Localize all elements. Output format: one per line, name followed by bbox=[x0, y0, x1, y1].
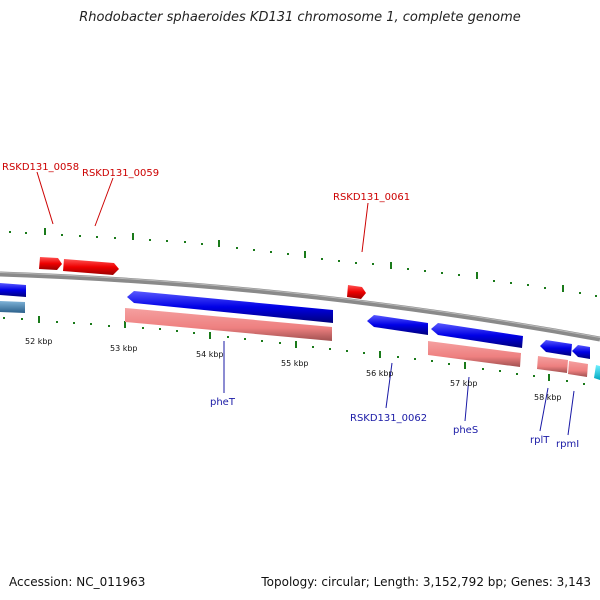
kbp-label-55: 55 kbp bbox=[281, 359, 309, 368]
cds-phet[interactable] bbox=[125, 308, 332, 341]
kbp-label-58: 58 kbp bbox=[534, 393, 562, 402]
forward-leader-lines bbox=[36, 171, 369, 253]
gene-rskd131-0061[interactable] bbox=[347, 285, 366, 299]
gene-rskd131-0058[interactable] bbox=[39, 257, 62, 270]
label-rpmi[interactable]: rpmI bbox=[556, 439, 579, 450]
gene-left-edge-blue[interactable] bbox=[0, 283, 26, 297]
label-phet[interactable]: pheT bbox=[210, 397, 236, 408]
gene-rskd131-0059[interactable] bbox=[63, 259, 119, 275]
cds-right-edge[interactable] bbox=[594, 365, 600, 380]
gene-rplt-arrow[interactable] bbox=[540, 340, 572, 356]
outer-tick-arc bbox=[9, 228, 597, 297]
gene-rpmi-arrow[interactable] bbox=[572, 345, 590, 359]
genome-summary-text: Topology: circular; Length: 3,152,792 bp… bbox=[261, 575, 591, 589]
gene-phes-arrow[interactable] bbox=[431, 323, 523, 348]
kbp-label-57: 57 kbp bbox=[450, 379, 478, 388]
label-rplt[interactable]: rplT bbox=[530, 435, 550, 446]
cds-phes[interactable] bbox=[428, 341, 521, 367]
kbp-label-52: 52 kbp bbox=[25, 337, 53, 346]
kbp-label-54: 54 kbp bbox=[196, 350, 224, 359]
genome-backbone-highlight bbox=[0, 272, 600, 338]
cds-rpmi[interactable] bbox=[568, 361, 588, 377]
gene-rskd131-0062-arrow[interactable] bbox=[367, 315, 428, 335]
label-rskd131-0061[interactable]: RSKD131_0061 bbox=[333, 192, 410, 203]
kbp-label-56: 56 kbp bbox=[366, 369, 394, 378]
map-title: Rhodobacter sphaeroides KD131 chromosome… bbox=[79, 10, 521, 25]
label-phes[interactable]: pheS bbox=[453, 425, 478, 436]
kbp-label-53: 53 kbp bbox=[110, 344, 138, 353]
label-rskd131-0059[interactable]: RSKD131_0059 bbox=[82, 168, 159, 179]
inner-tick-arc bbox=[3, 316, 585, 385]
genome-backbone bbox=[0, 271, 600, 342]
reverse-leader-lines bbox=[223, 341, 575, 436]
label-rskd131-0062[interactable]: RSKD131_0062 bbox=[350, 413, 427, 424]
cds-left-edge[interactable] bbox=[0, 301, 25, 313]
gene-phet-arrow[interactable] bbox=[127, 291, 333, 323]
accession-text: Accession: NC_011963 bbox=[9, 575, 146, 589]
label-rskd131-0058[interactable]: RSKD131_0058 bbox=[2, 162, 79, 173]
cds-rplt[interactable] bbox=[537, 356, 568, 373]
